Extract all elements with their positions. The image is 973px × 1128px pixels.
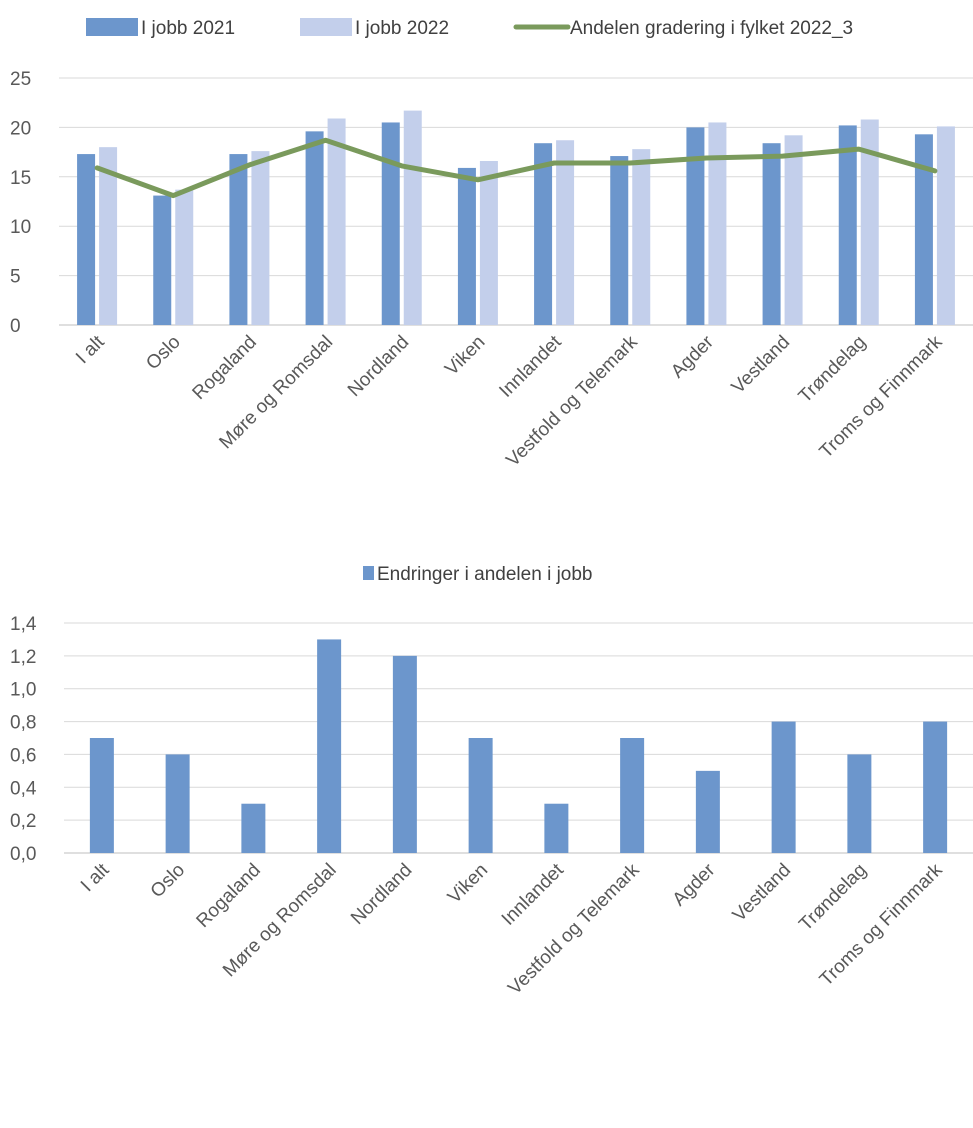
bar-i-jobb-2021-troms-og-finnmark (914, 134, 933, 325)
bar-endringer-i-andelen-i-jobb-rogaland (241, 803, 266, 853)
x-tick-label-agder: Agder (669, 859, 720, 910)
bar-i-jobb-2022-nordland (403, 110, 422, 325)
bottom-chart: Endringer i andelen i jobb 0,00,20,40,60… (10, 564, 973, 999)
top-chart-bars (77, 110, 955, 326)
x-tick-label-vestland: Vestland (729, 860, 795, 926)
x-tick-label-vestfold-og-telemark: Vestfold og Telemark (504, 859, 644, 999)
bar-endringer-i-andelen-i-jobb-nordland (392, 655, 417, 853)
y-tick-label: 0,2 (10, 811, 36, 832)
x-tick-label-agder: Agder (667, 331, 718, 382)
y-tick-label: 5 (10, 267, 21, 288)
bar-i-jobb-2022-i-alt (99, 147, 118, 325)
x-tick-label-oslo: Oslo (142, 332, 184, 374)
x-tick-label-viken: Viken (444, 860, 492, 908)
x-tick-label-viken: Viken (441, 332, 489, 380)
y-tick-label: 0,0 (10, 844, 36, 865)
bottom-chart-bars (89, 639, 948, 853)
bar-endringer-i-andelen-i-jobb-viken (468, 738, 493, 853)
x-tick-label-nordland: Nordland (347, 860, 416, 929)
bar-i-jobb-2021-tr-ndelag (838, 125, 857, 325)
x-tick-label-tr-ndelag: Trøndelag (795, 332, 871, 408)
bottom-chart-gridlines (64, 622, 973, 854)
bar-i-jobb-2022-m-re-og-romsdal (327, 118, 346, 326)
x-tick-label-vestland: Vestland (728, 332, 794, 398)
bar-i-jobb-2021-m-re-og-romsdal (305, 131, 324, 325)
bar-i-jobb-2021-rogaland (229, 154, 248, 325)
bar-endringer-i-andelen-i-jobb-innlandet (544, 803, 569, 853)
bar-i-jobb-2022-viken (479, 160, 498, 325)
y-tick-label: 1,2 (10, 647, 36, 668)
y-tick-label: 1,0 (10, 680, 36, 701)
bar-i-jobb-2022-tr-ndelag (860, 119, 879, 325)
top-chart: I jobb 2021 I jobb 2022 Andelen graderin… (10, 18, 973, 471)
bar-i-jobb-2021-viken (457, 167, 476, 325)
bottom-chart-y-axis: 0,0 0,2 0,4 0,6 0,8 1,0 1,2 1,4 (10, 614, 37, 865)
top-chart-line (94, 137, 938, 199)
y-tick-label: 0 (10, 316, 21, 337)
x-tick-label-rogaland: Rogaland (193, 860, 265, 932)
bar-endringer-i-andelen-i-jobb-troms-og-finnmark (923, 721, 948, 853)
top-chart-gridlines (59, 77, 973, 326)
legend-swatch-endringer (363, 566, 374, 580)
y-tick-label: 25 (10, 69, 31, 90)
x-tick-label-i-alt: I alt (77, 859, 114, 896)
x-tick-label-i-alt: I alt (72, 331, 109, 368)
bar-i-jobb-2021-vestland (762, 143, 781, 325)
bar-endringer-i-andelen-i-jobb-tr-ndelag (847, 754, 872, 853)
bar-i-jobb-2021-innlandet (534, 143, 553, 325)
bar-endringer-i-andelen-i-jobb-vestfold-og-telemark (620, 738, 645, 853)
bar-i-jobb-2022-rogaland (251, 151, 270, 325)
bar-i-jobb-2022-vestland (784, 135, 803, 325)
legend-label-i-jobb-2021: I jobb 2021 (141, 18, 235, 39)
x-tick-label-oslo: Oslo (147, 860, 189, 902)
bar-i-jobb-2022-oslo (175, 189, 194, 325)
bar-endringer-i-andelen-i-jobb-m-re-og-romsdal (317, 639, 342, 853)
y-tick-label: 0,6 (10, 745, 36, 766)
bar-i-jobb-2021-agder (686, 127, 705, 326)
bar-endringer-i-andelen-i-jobb-vestland (771, 721, 796, 853)
legend-label-i-jobb-2022: I jobb 2022 (355, 18, 449, 39)
legend-swatch-i-jobb-2021 (86, 18, 138, 36)
bar-i-jobb-2022-agder (708, 122, 727, 326)
bar-i-jobb-2022-innlandet (556, 140, 575, 325)
top-chart-legend: I jobb 2021 I jobb 2022 Andelen graderin… (86, 18, 853, 39)
bar-endringer-i-andelen-i-jobb-oslo (165, 754, 190, 853)
bar-i-jobb-2021-nordland (381, 122, 400, 326)
x-tick-label-nordland: Nordland (344, 332, 413, 401)
y-tick-label: 20 (10, 118, 31, 139)
legend-label-endringer: Endringer i andelen i jobb (377, 564, 593, 585)
bar-i-jobb-2022-vestfold-og-telemark (632, 149, 651, 325)
bar-i-jobb-2021-vestfold-og-telemark (610, 156, 629, 325)
y-tick-label: 10 (10, 217, 31, 238)
legend-swatch-i-jobb-2022 (300, 18, 352, 36)
x-tick-label-rogaland: Rogaland (189, 332, 261, 404)
bar-i-jobb-2022-troms-og-finnmark (936, 126, 955, 325)
bar-endringer-i-andelen-i-jobb-i-alt (89, 738, 114, 853)
bar-i-jobb-2021-oslo (153, 195, 172, 325)
bar-i-jobb-2021-i-alt (77, 154, 96, 325)
top-chart-y-axis: 0 5 10 15 20 25 (10, 69, 31, 337)
x-tick-label-tr-ndelag: Trøndelag (795, 860, 871, 936)
line-andelen-gradering-i-fylket-2022-3 (94, 137, 938, 199)
y-tick-label: 15 (10, 168, 31, 189)
y-tick-label: 0,8 (10, 713, 36, 734)
x-tick-label-vestfold-og-telemark: Vestfold og Telemark (502, 331, 642, 471)
y-tick-label: 1,4 (10, 614, 37, 635)
x-tick-label-innlandet: Innlandet (495, 331, 566, 402)
x-tick-label-innlandet: Innlandet (498, 859, 569, 930)
y-tick-label: 0,4 (10, 778, 37, 799)
bar-endringer-i-andelen-i-jobb-agder (695, 770, 720, 853)
legend-label-andelen-gradering: Andelen gradering i fylket 2022_3 (570, 18, 853, 39)
bottom-chart-legend: Endringer i andelen i jobb (363, 564, 593, 585)
